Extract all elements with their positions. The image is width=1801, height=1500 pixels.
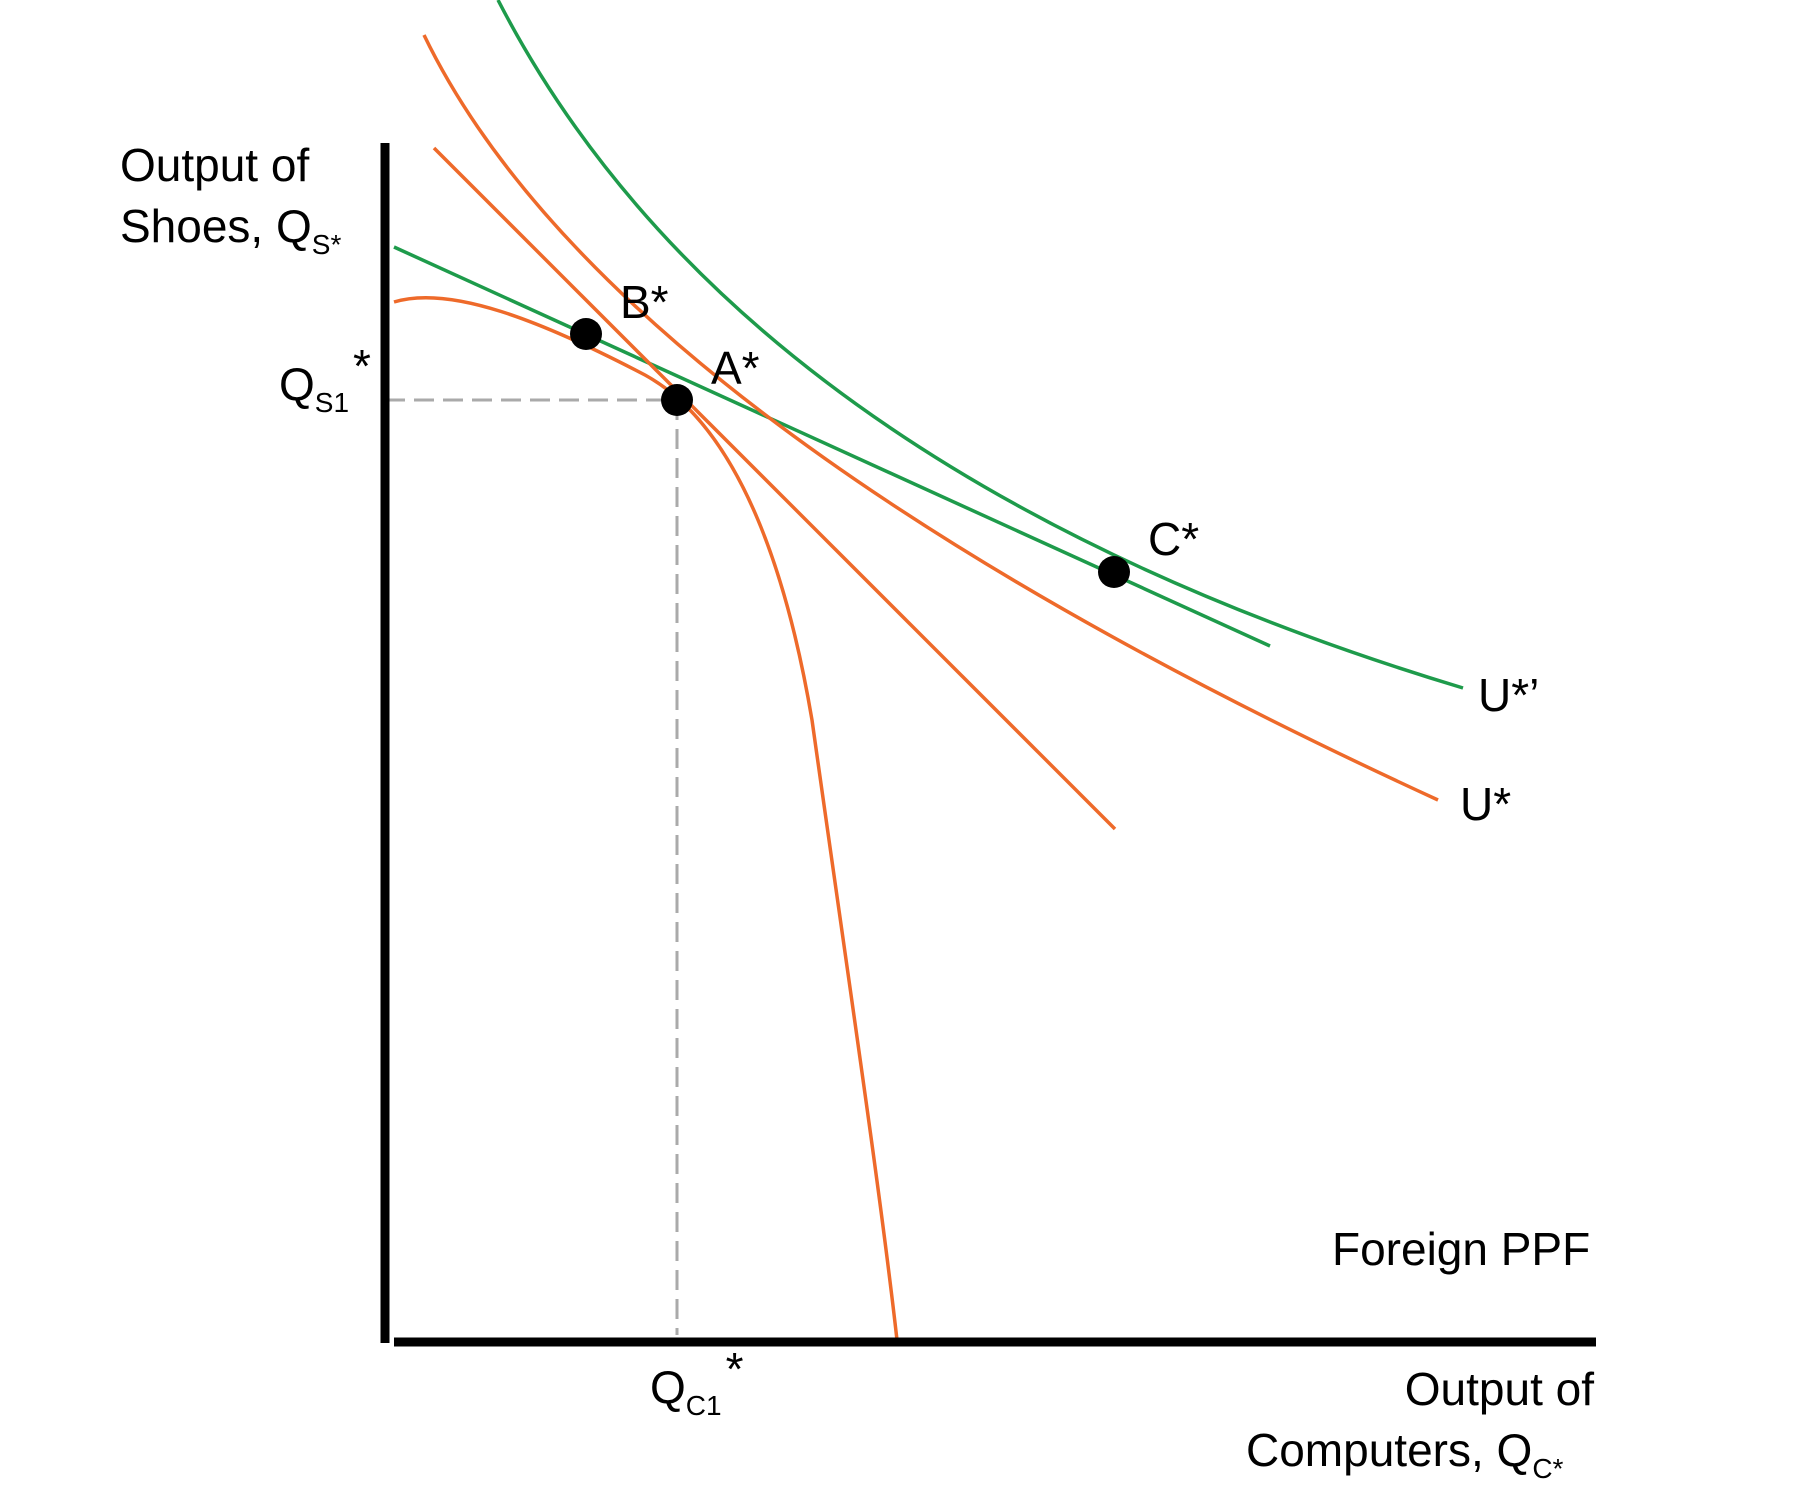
y-axis-title-subscript: S* xyxy=(312,229,342,260)
y-tick-label-qs1: QS1* xyxy=(279,340,371,418)
label-u: U* xyxy=(1460,778,1511,830)
autarky-price-line xyxy=(432,146,1117,831)
indifference-curve-u xyxy=(422,34,1439,802)
y-axis-title-line2: Shoes, QS* xyxy=(120,200,341,260)
x-axis-title-subscript: C* xyxy=(1532,1453,1563,1484)
x-tick-label-qc1: QC1* xyxy=(650,1343,744,1421)
y-tick-star: * xyxy=(353,340,371,392)
foreign-ppf-curve xyxy=(393,295,899,1341)
x-axis-title-line1: Output of xyxy=(1405,1363,1594,1415)
x-tick-subscript: C1 xyxy=(686,1390,722,1421)
x-tick-main: Q xyxy=(650,1361,686,1413)
x-axis-title-main: Computers, Q xyxy=(1246,1424,1532,1476)
point-a-star xyxy=(661,384,693,416)
point-c-star xyxy=(1098,556,1130,588)
label-b-star: B* xyxy=(620,276,669,328)
y-tick-main: Q xyxy=(279,358,315,410)
label-a-star: A* xyxy=(711,342,760,394)
y-tick-subscript: S1 xyxy=(315,387,349,418)
indifference-curve-u-prime xyxy=(496,0,1464,690)
label-foreign-ppf: Foreign PPF xyxy=(1332,1223,1590,1275)
world-price-line xyxy=(393,245,1271,648)
point-b-star xyxy=(570,318,602,350)
y-axis-title-line1: Output of xyxy=(120,139,309,191)
x-axis-title-line2: Computers, QC* xyxy=(1246,1424,1564,1484)
y-axis-title-main: Shoes, Q xyxy=(120,200,312,252)
label-u-prime: U*’ xyxy=(1478,669,1539,721)
x-tick-star: * xyxy=(726,1343,744,1395)
label-c-star: C* xyxy=(1148,513,1199,565)
